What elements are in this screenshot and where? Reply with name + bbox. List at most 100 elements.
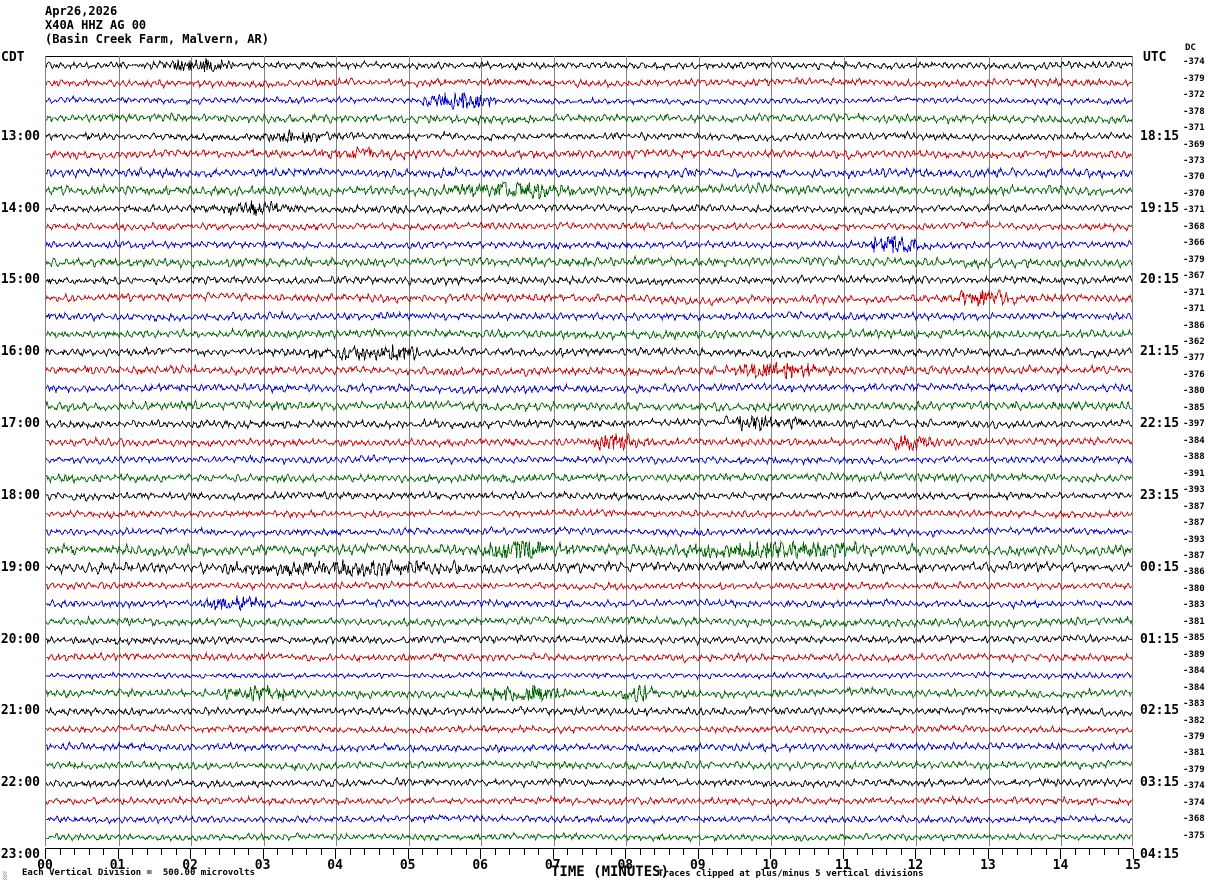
left-hour-label-15-00: 15:00	[0, 272, 40, 288]
tick-major-9	[698, 849, 699, 859]
seismic-trace	[46, 92, 1132, 110]
dc-value: -382	[1183, 715, 1205, 726]
tick-major-0	[45, 849, 46, 859]
dc-value: -366	[1183, 238, 1205, 249]
tick-minor	[219, 849, 220, 855]
seismic-trace	[46, 166, 1132, 180]
dc-value: -381	[1183, 616, 1205, 627]
left-hour-label-17-00: 17:00	[0, 416, 40, 432]
seismic-trace	[46, 525, 1132, 539]
trace-canvas	[46, 58, 1132, 843]
left-hour-label-18-00: 18:00	[0, 487, 40, 503]
dc-value: -385	[1183, 633, 1205, 644]
seismic-trace	[46, 580, 1132, 592]
tick-minor	[60, 849, 61, 855]
tick-minor	[248, 849, 249, 855]
gridline-minute-10	[771, 56, 772, 846]
seismic-trace	[46, 381, 1132, 395]
tick-minor	[205, 849, 206, 855]
right-hour-label-01-15: 01:15	[1140, 631, 1180, 647]
dc-value: -379	[1183, 764, 1205, 775]
dc-value: -389	[1183, 649, 1205, 660]
seismic-trace	[46, 344, 1132, 361]
header-site: (Basin Creek Farm, Malvern, AR)	[45, 32, 269, 46]
seismic-trace	[46, 289, 1132, 307]
tick-minor	[306, 849, 307, 855]
tick-minor	[799, 849, 800, 855]
tick-minor	[828, 849, 829, 855]
tick-minor	[683, 849, 684, 855]
scale-note: Each Vertical Division = 500.00 microvol…	[22, 868, 255, 878]
tick-minor	[959, 849, 960, 855]
scale-tick-glyph: ░	[3, 872, 8, 880]
dc-value: -368	[1183, 814, 1205, 825]
tick-minor	[741, 849, 742, 855]
dc-value: -362	[1183, 337, 1205, 348]
dc-value: -386	[1183, 567, 1205, 578]
tick-major-4	[335, 849, 336, 859]
seismic-trace	[46, 723, 1132, 736]
tick-major-10	[770, 849, 771, 859]
tick-major-2	[190, 849, 191, 859]
tick-minor	[654, 849, 655, 855]
tick-minor	[74, 849, 75, 855]
tick-major-3	[263, 849, 264, 859]
right-hour-label-21-15: 21:15	[1140, 344, 1180, 360]
x-tick-label-13: 13	[980, 858, 996, 873]
x-tick-label-12: 12	[907, 858, 924, 873]
x-tick-label-01: 01	[109, 858, 126, 873]
gridline-minute-05	[409, 56, 410, 846]
tick-minor	[1089, 849, 1090, 855]
tick-minor	[495, 849, 496, 855]
dc-value: -375	[1183, 830, 1205, 841]
tick-minor	[538, 849, 539, 855]
dc-value: -371	[1183, 123, 1205, 134]
right-hour-label-19-15: 19:15	[1140, 200, 1180, 216]
tick-minor	[727, 849, 728, 855]
tick-minor	[814, 849, 815, 855]
seismic-trace	[46, 310, 1132, 323]
tick-minor	[147, 849, 148, 855]
tick-minor	[176, 849, 177, 855]
x-axis-title: TIME (MINUTES)	[551, 864, 670, 880]
tick-minor	[321, 849, 322, 855]
x-tick-label-05: 05	[399, 858, 416, 873]
left-hour-label-23-00: 23:00	[0, 846, 40, 862]
seismic-trace	[46, 705, 1132, 717]
tick-major-11	[843, 849, 844, 859]
header-channel: X40A HHZ AG 00	[45, 18, 147, 32]
seismic-trace	[46, 219, 1132, 233]
right-hour-label-18-15: 18:15	[1140, 128, 1180, 144]
tick-minor	[1104, 849, 1105, 855]
dc-value: -371	[1183, 205, 1205, 216]
seismic-trace	[46, 454, 1132, 467]
tick-minor	[857, 849, 858, 855]
tick-minor	[611, 849, 612, 855]
plot-bottom-border	[45, 848, 1133, 849]
dc-value: -380	[1183, 583, 1205, 594]
seismic-trace	[46, 614, 1132, 630]
dc-value: -387	[1183, 518, 1205, 529]
clip-note: Traces clipped at plus/minus 5 vertical …	[658, 869, 924, 879]
dc-value: -393	[1183, 485, 1205, 496]
tick-minor	[872, 849, 873, 855]
vertical-gridlines	[46, 56, 1132, 846]
tick-major-7	[553, 849, 554, 859]
x-tick-label-14: 14	[1052, 858, 1069, 873]
tick-major-1	[118, 849, 119, 859]
seismic-trace	[46, 254, 1132, 270]
gridline-minute-01	[119, 56, 120, 846]
tick-minor	[292, 849, 293, 855]
dc-value: -378	[1183, 106, 1205, 117]
seismic-trace	[46, 111, 1132, 126]
x-tick-label-08: 08	[617, 858, 634, 873]
dc-value: -373	[1183, 155, 1205, 166]
dc-value: -388	[1183, 452, 1205, 463]
tick-minor	[1017, 849, 1018, 855]
tick-minor	[567, 849, 568, 855]
tick-minor	[582, 849, 583, 855]
dc-value: -387	[1183, 501, 1205, 512]
dc-value: -385	[1183, 402, 1205, 413]
gridline-minute-13	[989, 56, 990, 846]
